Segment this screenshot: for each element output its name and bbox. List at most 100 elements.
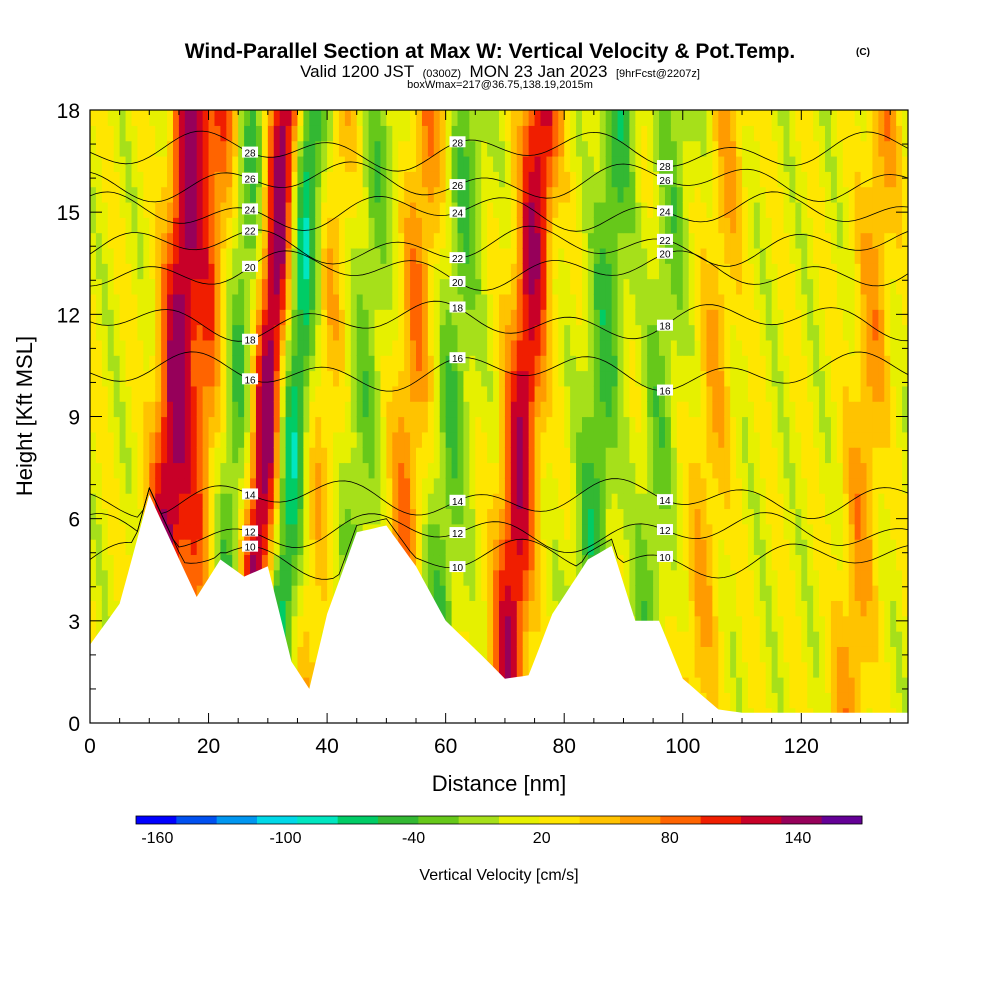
heatmap-cell	[125, 401, 133, 418]
heatmap-cell	[113, 585, 121, 601]
heatmap-cell	[226, 125, 233, 142]
heatmap-cell	[155, 247, 162, 264]
heatmap-cell	[635, 585, 642, 601]
heatmap-cell	[807, 477, 814, 494]
heatmap-cell	[90, 155, 97, 172]
heatmap-cell	[587, 385, 595, 402]
heatmap-cell	[149, 263, 156, 280]
heatmap-cell	[623, 401, 631, 418]
heatmap-cell	[558, 539, 565, 556]
heatmap-cell	[421, 140, 429, 157]
heatmap-cell	[167, 355, 174, 372]
heatmap-cell	[137, 339, 144, 356]
heatmap-cell	[119, 263, 127, 280]
heatmap-cell	[297, 416, 304, 433]
heatmap-cell	[297, 569, 304, 586]
heatmap-cell	[410, 232, 417, 249]
heatmap-cell	[410, 293, 417, 310]
heatmap-cell	[338, 110, 346, 126]
heatmap-cell	[261, 416, 269, 433]
heatmap-cell	[801, 140, 808, 157]
heatmap-cell	[368, 431, 376, 448]
heatmap-cell	[522, 661, 530, 678]
heatmap-cell	[273, 247, 281, 264]
heatmap-cell	[374, 339, 382, 356]
heatmap-cell	[528, 247, 536, 264]
heatmap-cell	[232, 324, 239, 341]
heatmap-cell	[327, 370, 334, 387]
heatmap-cell	[576, 401, 583, 418]
heatmap-cell	[190, 416, 198, 433]
heatmap-cell	[647, 600, 654, 617]
heatmap-cell	[759, 401, 767, 418]
heatmap-cell	[789, 140, 796, 157]
heatmap-cell	[398, 293, 405, 310]
heatmap-cell	[392, 309, 399, 326]
heatmap-cell	[457, 416, 465, 433]
heatmap-cell	[167, 110, 174, 111]
heatmap-cell	[255, 309, 263, 326]
heatmap-cell	[724, 339, 731, 356]
heatmap-cell	[238, 217, 245, 234]
heatmap-cell	[528, 569, 536, 586]
heatmap-cell	[137, 416, 144, 433]
heatmap-cell	[356, 339, 364, 356]
heatmap-cell	[137, 125, 144, 142]
heatmap-cell	[439, 539, 447, 556]
heatmap-cell	[771, 631, 779, 647]
heatmap-cell	[338, 171, 346, 188]
heatmap-cell	[244, 125, 251, 142]
heatmap-cell	[279, 125, 287, 142]
heatmap-cell	[499, 631, 506, 647]
heatmap-cell	[398, 355, 405, 372]
heatmap-cell	[593, 324, 601, 341]
heatmap-cell	[208, 370, 216, 387]
heatmap-cell	[487, 600, 494, 617]
heatmap-cell	[255, 110, 263, 126]
heatmap-cell	[238, 155, 245, 172]
heatmap-cell	[712, 110, 719, 126]
heatmap-cell	[546, 355, 553, 372]
heatmap-cell	[463, 217, 470, 234]
heatmap-cell	[581, 462, 589, 479]
heatmap-cell	[795, 631, 802, 647]
heatmap-cell	[641, 416, 648, 433]
heatmap-cell	[570, 523, 577, 540]
heatmap-cell	[125, 355, 133, 372]
heatmap-cell	[255, 201, 263, 218]
heatmap-cell	[279, 508, 287, 525]
heatmap-cell	[528, 201, 536, 218]
heatmap-cell	[344, 324, 352, 341]
heatmap-cell	[404, 401, 411, 418]
heatmap-cell	[617, 477, 625, 494]
heatmap-cell	[184, 554, 192, 571]
heatmap-cell	[552, 247, 559, 264]
heatmap-cell	[190, 523, 198, 540]
heatmap-cell	[404, 493, 411, 510]
heatmap-cell	[493, 370, 500, 387]
heatmap-cell	[688, 585, 696, 601]
heatmap-cell	[149, 110, 156, 126]
heatmap-cell	[196, 110, 204, 111]
heatmap-cell	[670, 370, 678, 387]
heatmap-cell	[101, 140, 109, 157]
heatmap-cell	[801, 171, 808, 188]
heatmap-cell	[688, 631, 696, 647]
heatmap-cell	[516, 631, 524, 647]
heatmap-cell	[653, 186, 660, 203]
heatmap-cell	[676, 140, 684, 157]
heatmap-cell	[261, 477, 269, 494]
heatmap-cell	[155, 278, 162, 295]
heatmap-cell	[688, 646, 696, 663]
heatmap-cell	[178, 523, 186, 540]
heatmap-cell	[101, 401, 109, 418]
heatmap-cell	[333, 125, 340, 142]
heatmap-cell	[457, 263, 465, 280]
heatmap-cell	[783, 431, 791, 448]
heatmap-cell	[481, 232, 488, 249]
heatmap-cell	[368, 201, 376, 218]
heatmap-cell	[90, 140, 97, 157]
heatmap-cell	[700, 217, 708, 234]
heatmap-cell	[333, 309, 340, 326]
heatmap-cell	[659, 309, 666, 326]
